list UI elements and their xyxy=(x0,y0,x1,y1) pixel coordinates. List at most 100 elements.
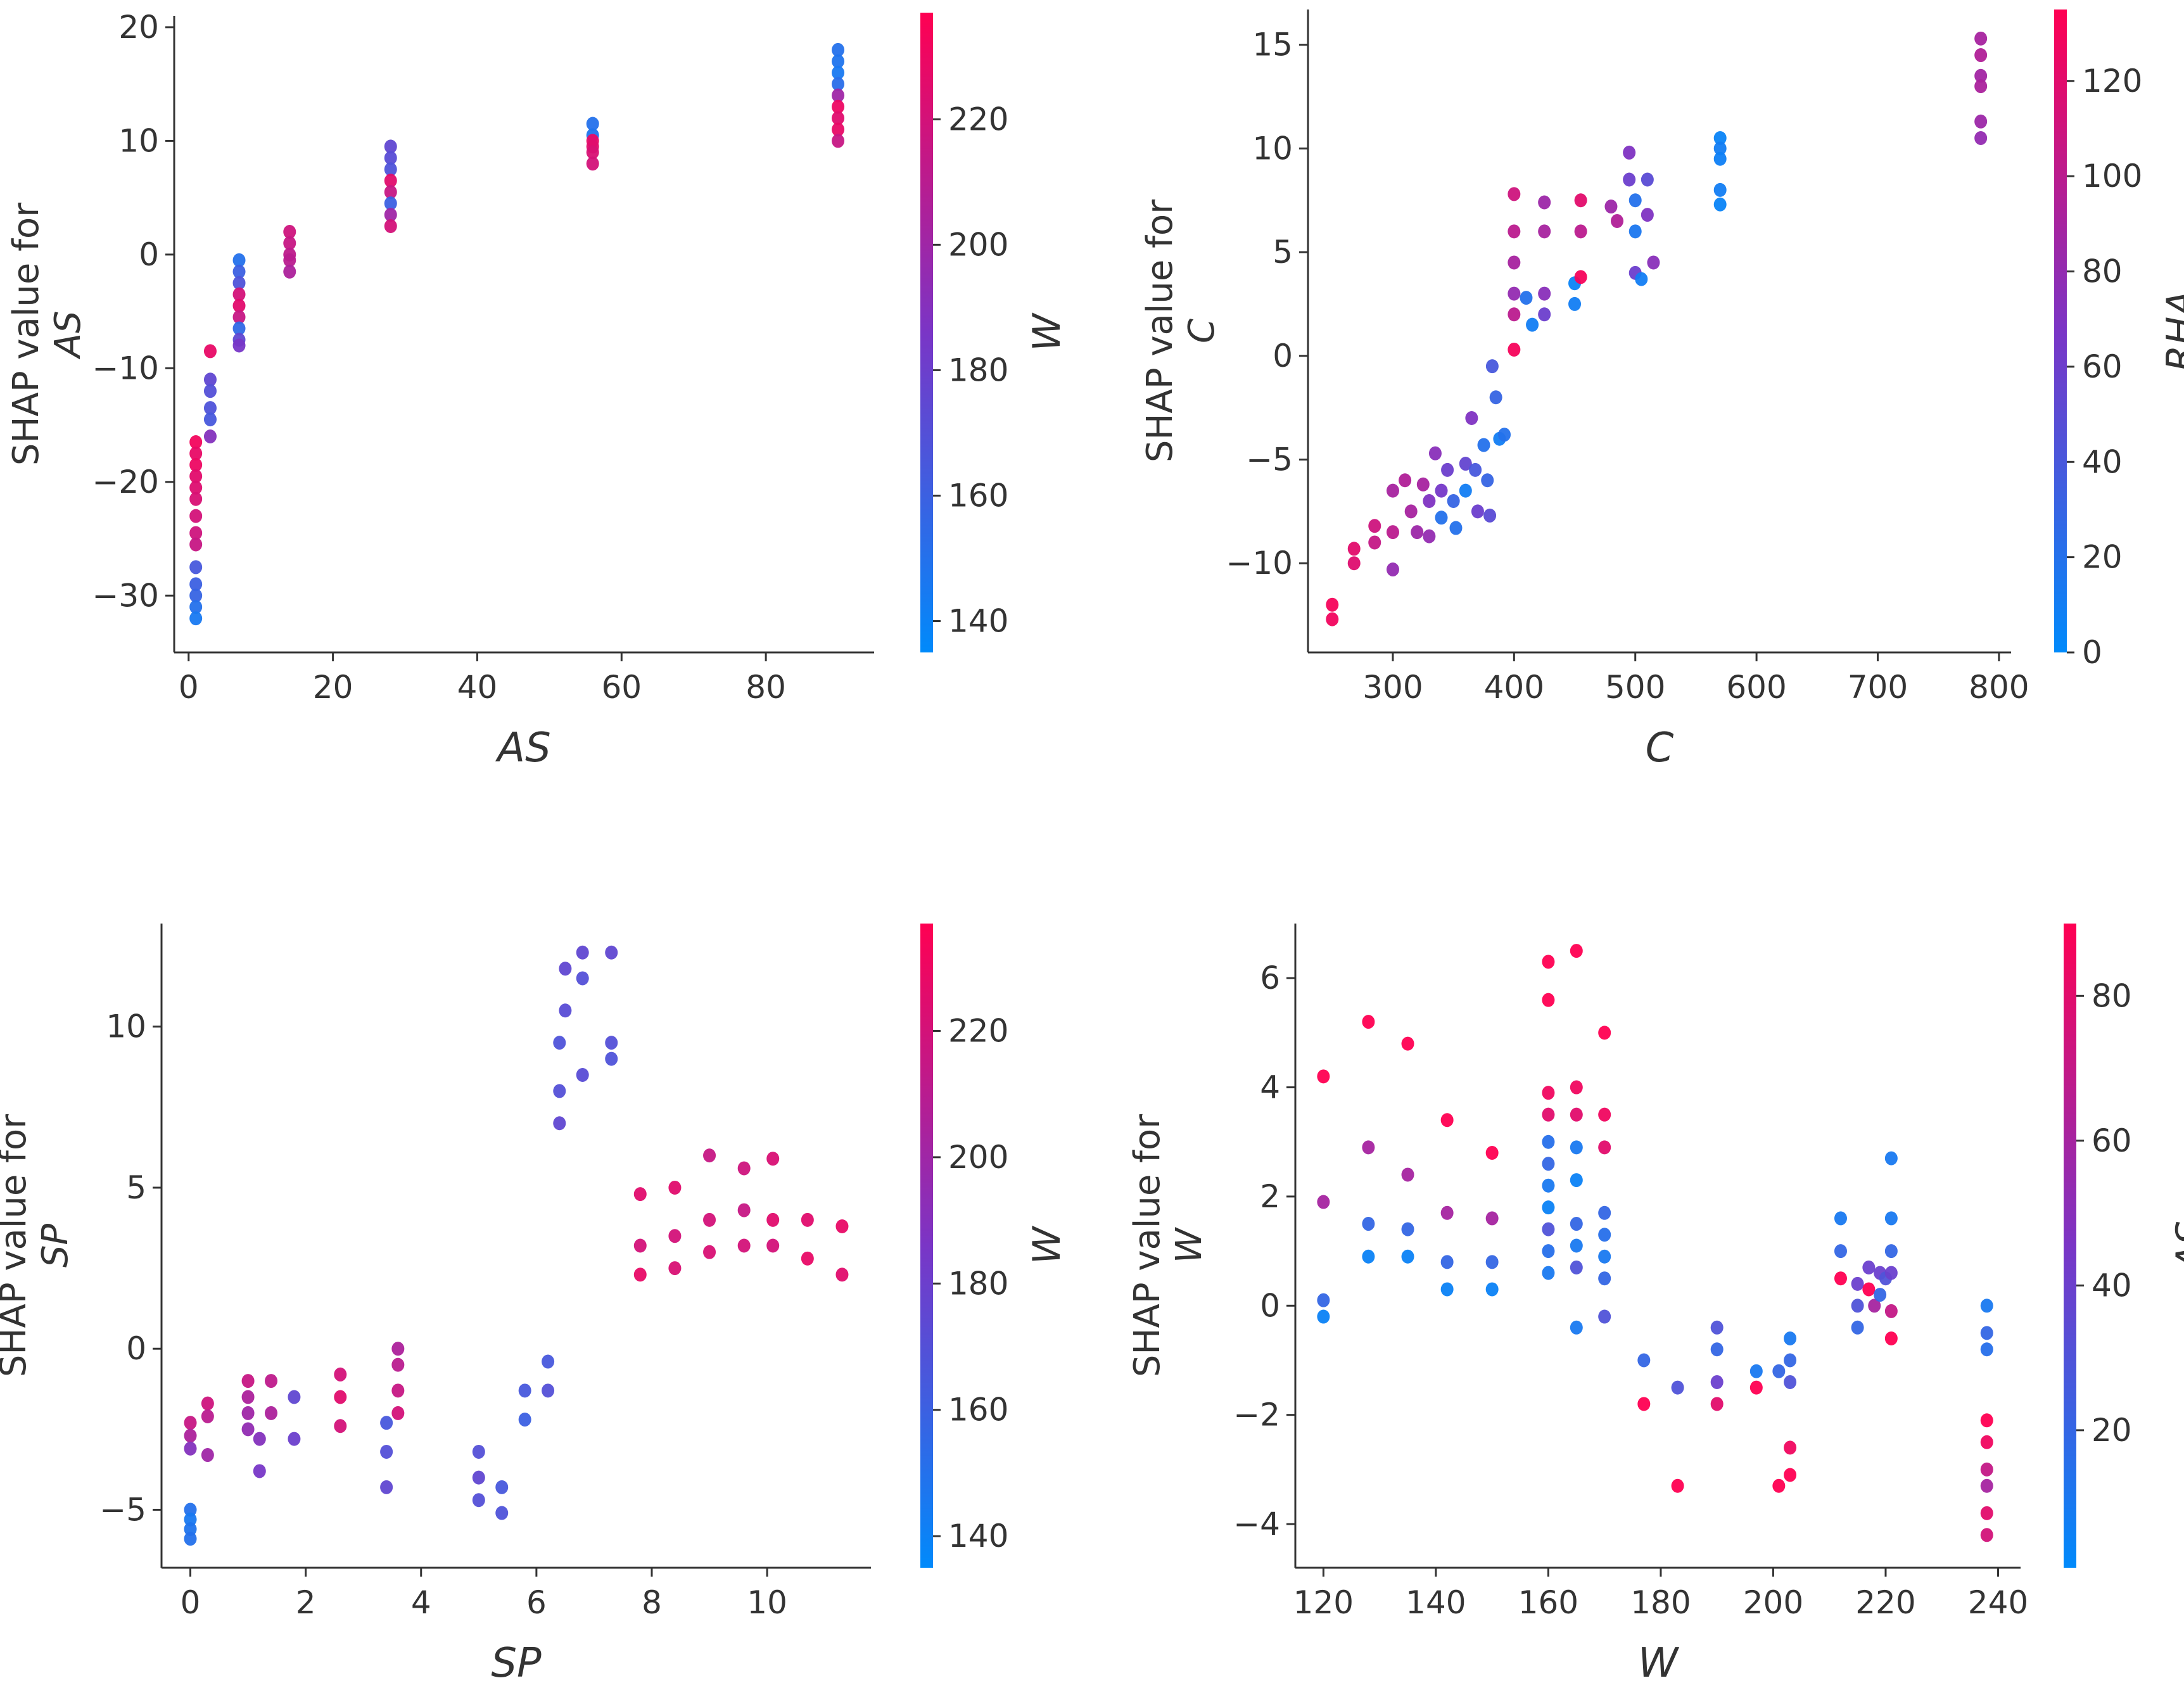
data-point xyxy=(1980,1478,1993,1493)
colorbar xyxy=(920,13,933,652)
data-point xyxy=(1784,1375,1797,1389)
data-point xyxy=(737,1238,751,1253)
data-point xyxy=(391,1383,405,1398)
data-point xyxy=(1538,307,1551,322)
data-point xyxy=(1713,197,1727,212)
data-point xyxy=(1851,1320,1864,1335)
data-point xyxy=(1862,1282,1876,1297)
data-point xyxy=(1465,411,1478,426)
data-point xyxy=(334,1390,347,1404)
y-axis-label-feature: AS xyxy=(48,311,89,360)
data-point xyxy=(1604,200,1618,214)
x-tick-label: 400 xyxy=(1484,669,1544,706)
data-point xyxy=(189,435,203,449)
data-point xyxy=(832,42,845,57)
data-point xyxy=(576,1067,589,1082)
colorbar-tick-label: 0 xyxy=(2082,634,2102,671)
data-point xyxy=(384,151,397,165)
data-point xyxy=(184,1532,197,1546)
data-point xyxy=(283,236,296,250)
data-point xyxy=(1326,597,1339,612)
data-point xyxy=(835,1219,849,1233)
data-point xyxy=(495,1506,509,1520)
x-axis-label: W xyxy=(1638,1640,1680,1687)
data-point xyxy=(1710,1375,1724,1389)
y-tick-label: 0 xyxy=(139,236,159,273)
data-point xyxy=(384,139,397,154)
data-point xyxy=(1485,1145,1499,1160)
data-point xyxy=(1637,1353,1651,1368)
colorbar xyxy=(920,924,933,1568)
data-point xyxy=(1611,213,1624,228)
data-point xyxy=(1710,1342,1724,1357)
data-point xyxy=(203,429,217,444)
data-point xyxy=(1874,1288,1887,1302)
data-point xyxy=(241,1406,255,1420)
colorbar-tick-label: 160 xyxy=(948,477,1008,514)
colorbar-tick-label: 180 xyxy=(948,352,1008,388)
data-point xyxy=(605,1051,618,1066)
data-point xyxy=(1570,1320,1583,1335)
data-point xyxy=(232,276,246,290)
data-point xyxy=(1980,1506,1993,1520)
data-point xyxy=(1628,193,1642,208)
data-point xyxy=(1980,1342,1993,1357)
data-point xyxy=(1598,1205,1611,1220)
data-point xyxy=(1520,291,1533,305)
x-tick-label: 800 xyxy=(1969,669,2029,706)
data-point xyxy=(1710,1320,1724,1335)
data-point xyxy=(380,1416,393,1430)
data-point xyxy=(203,412,217,427)
data-point xyxy=(189,509,203,523)
data-point xyxy=(1542,1222,1555,1236)
data-point xyxy=(1469,462,1482,477)
data-point xyxy=(1884,1304,1898,1318)
data-point xyxy=(832,111,845,125)
data-point xyxy=(1508,187,1521,201)
data-point xyxy=(1974,114,1988,129)
y-axis-label-feature: SP xyxy=(35,1224,76,1268)
data-point xyxy=(553,1084,566,1098)
y-tick-label: 10 xyxy=(1252,130,1293,167)
x-tick-label: 4 xyxy=(411,1584,431,1621)
data-point xyxy=(472,1470,485,1485)
data-point xyxy=(1772,1364,1786,1378)
data-point xyxy=(1542,1107,1555,1122)
data-point xyxy=(1570,1080,1583,1095)
data-point xyxy=(1542,993,1555,1007)
data-point xyxy=(1401,1036,1414,1051)
data-point xyxy=(232,264,246,279)
colorbar-tick-label: 200 xyxy=(948,1139,1008,1176)
y-tick-label: −10 xyxy=(1226,545,1293,581)
data-point xyxy=(1401,1249,1414,1264)
data-point xyxy=(1526,317,1539,332)
y-tick-label: 5 xyxy=(1273,234,1293,270)
colorbar-tick-label: 160 xyxy=(948,1392,1008,1428)
data-point xyxy=(384,208,397,222)
data-point xyxy=(189,469,203,483)
colorbar-tick-label: 60 xyxy=(2082,348,2123,385)
data-point xyxy=(1485,1282,1499,1297)
data-point xyxy=(1441,462,1454,477)
y-tick-label: 0 xyxy=(126,1330,146,1367)
data-point xyxy=(1784,1331,1797,1346)
data-point xyxy=(1362,1015,1375,1029)
data-point xyxy=(1834,1211,1847,1226)
x-tick-label: 240 xyxy=(1968,1584,2028,1621)
scatter-points xyxy=(1326,31,1988,626)
data-point xyxy=(334,1367,347,1382)
data-point xyxy=(766,1152,780,1166)
y-axis-label: SHAP value for xyxy=(0,1114,34,1377)
data-point xyxy=(265,1374,278,1388)
colorbar-tick-label: 200 xyxy=(948,226,1008,263)
x-axis-label: SP xyxy=(491,1640,542,1687)
data-point xyxy=(1538,195,1551,210)
y-tick-label: 0 xyxy=(1260,1287,1280,1324)
data-point xyxy=(241,1422,255,1437)
colorbar-tick-label: 220 xyxy=(948,1013,1008,1050)
data-point xyxy=(1974,79,1988,94)
scatter-points xyxy=(189,42,845,626)
data-point xyxy=(1347,542,1361,556)
data-point xyxy=(203,384,217,398)
